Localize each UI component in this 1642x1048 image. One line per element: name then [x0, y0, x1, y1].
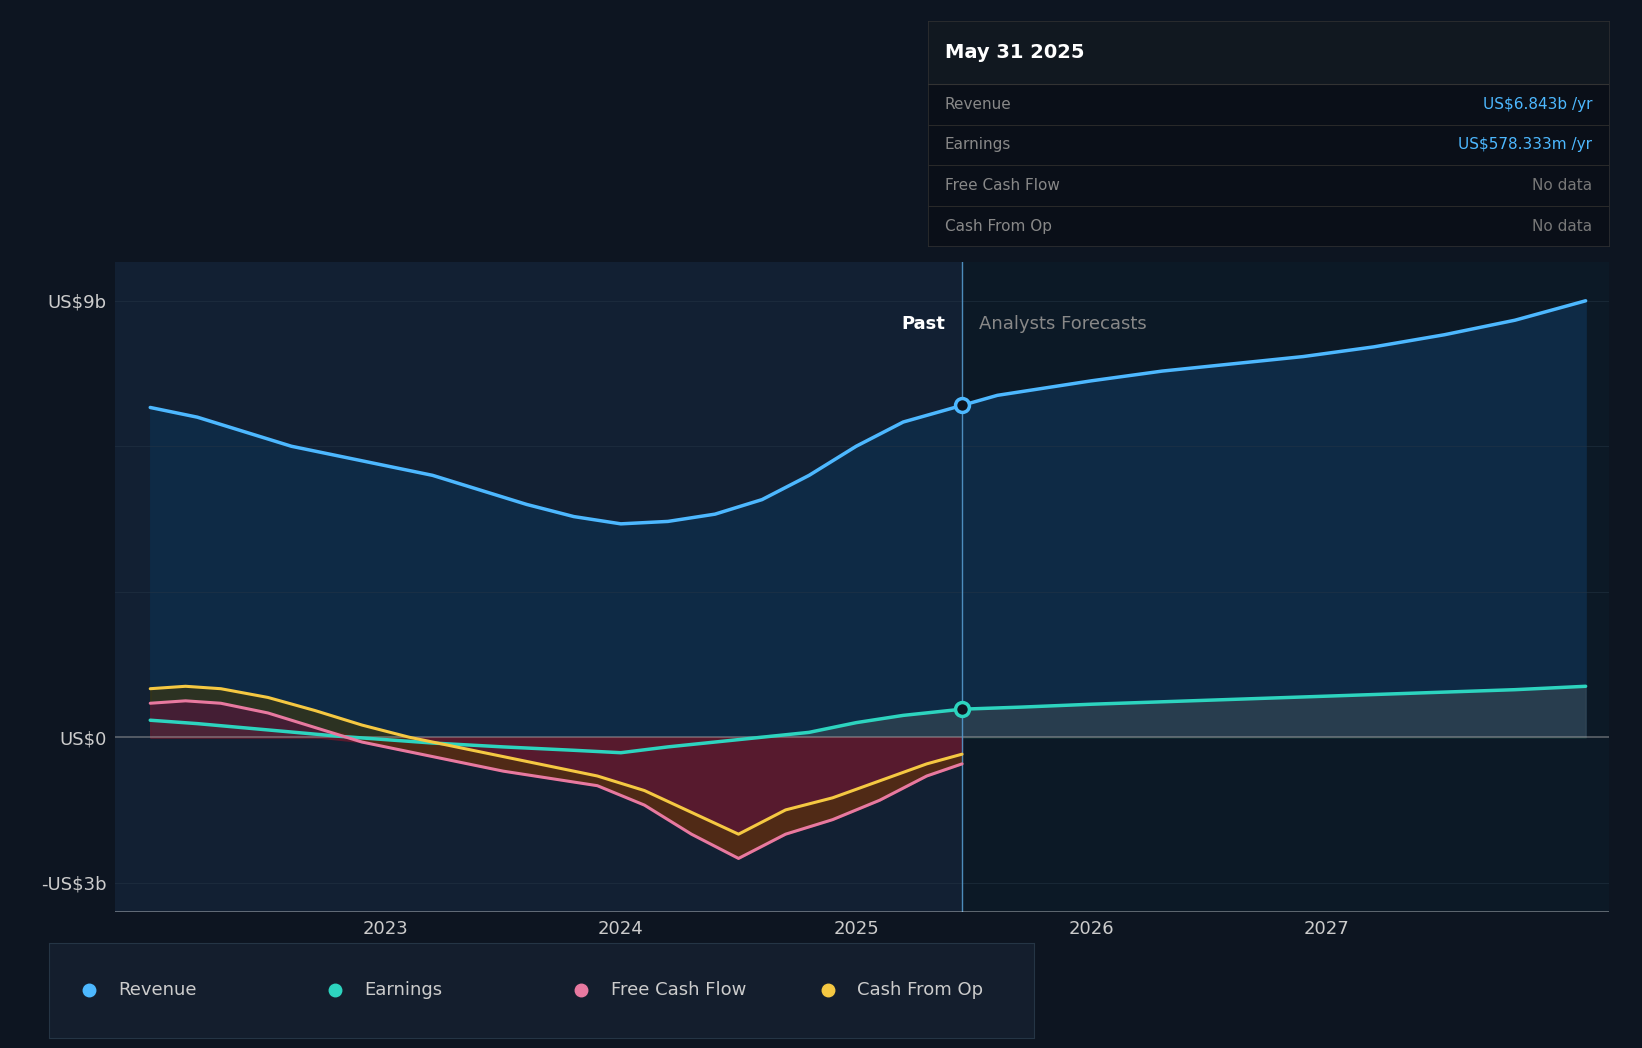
Text: Earnings: Earnings	[365, 981, 443, 1000]
Text: Cash From Op: Cash From Op	[857, 981, 984, 1000]
Text: Revenue: Revenue	[944, 96, 1011, 112]
Text: Cash From Op: Cash From Op	[944, 218, 1053, 234]
Bar	[115, 262, 962, 912]
Text: Past: Past	[901, 315, 946, 333]
Bar	[928, 21, 1609, 84]
Text: Free Cash Flow: Free Cash Flow	[944, 178, 1059, 193]
Text: Revenue: Revenue	[118, 981, 197, 1000]
Text: Analysts Forecasts: Analysts Forecasts	[979, 315, 1146, 333]
Text: US$6.843b /yr: US$6.843b /yr	[1483, 96, 1593, 112]
Text: US$578.333m /yr: US$578.333m /yr	[1458, 137, 1593, 152]
Text: Earnings: Earnings	[944, 137, 1011, 152]
Text: May 31 2025: May 31 2025	[944, 43, 1084, 62]
Text: No data: No data	[1532, 218, 1593, 234]
Text: No data: No data	[1532, 178, 1593, 193]
Text: Free Cash Flow: Free Cash Flow	[611, 981, 745, 1000]
Bar	[962, 262, 1609, 912]
